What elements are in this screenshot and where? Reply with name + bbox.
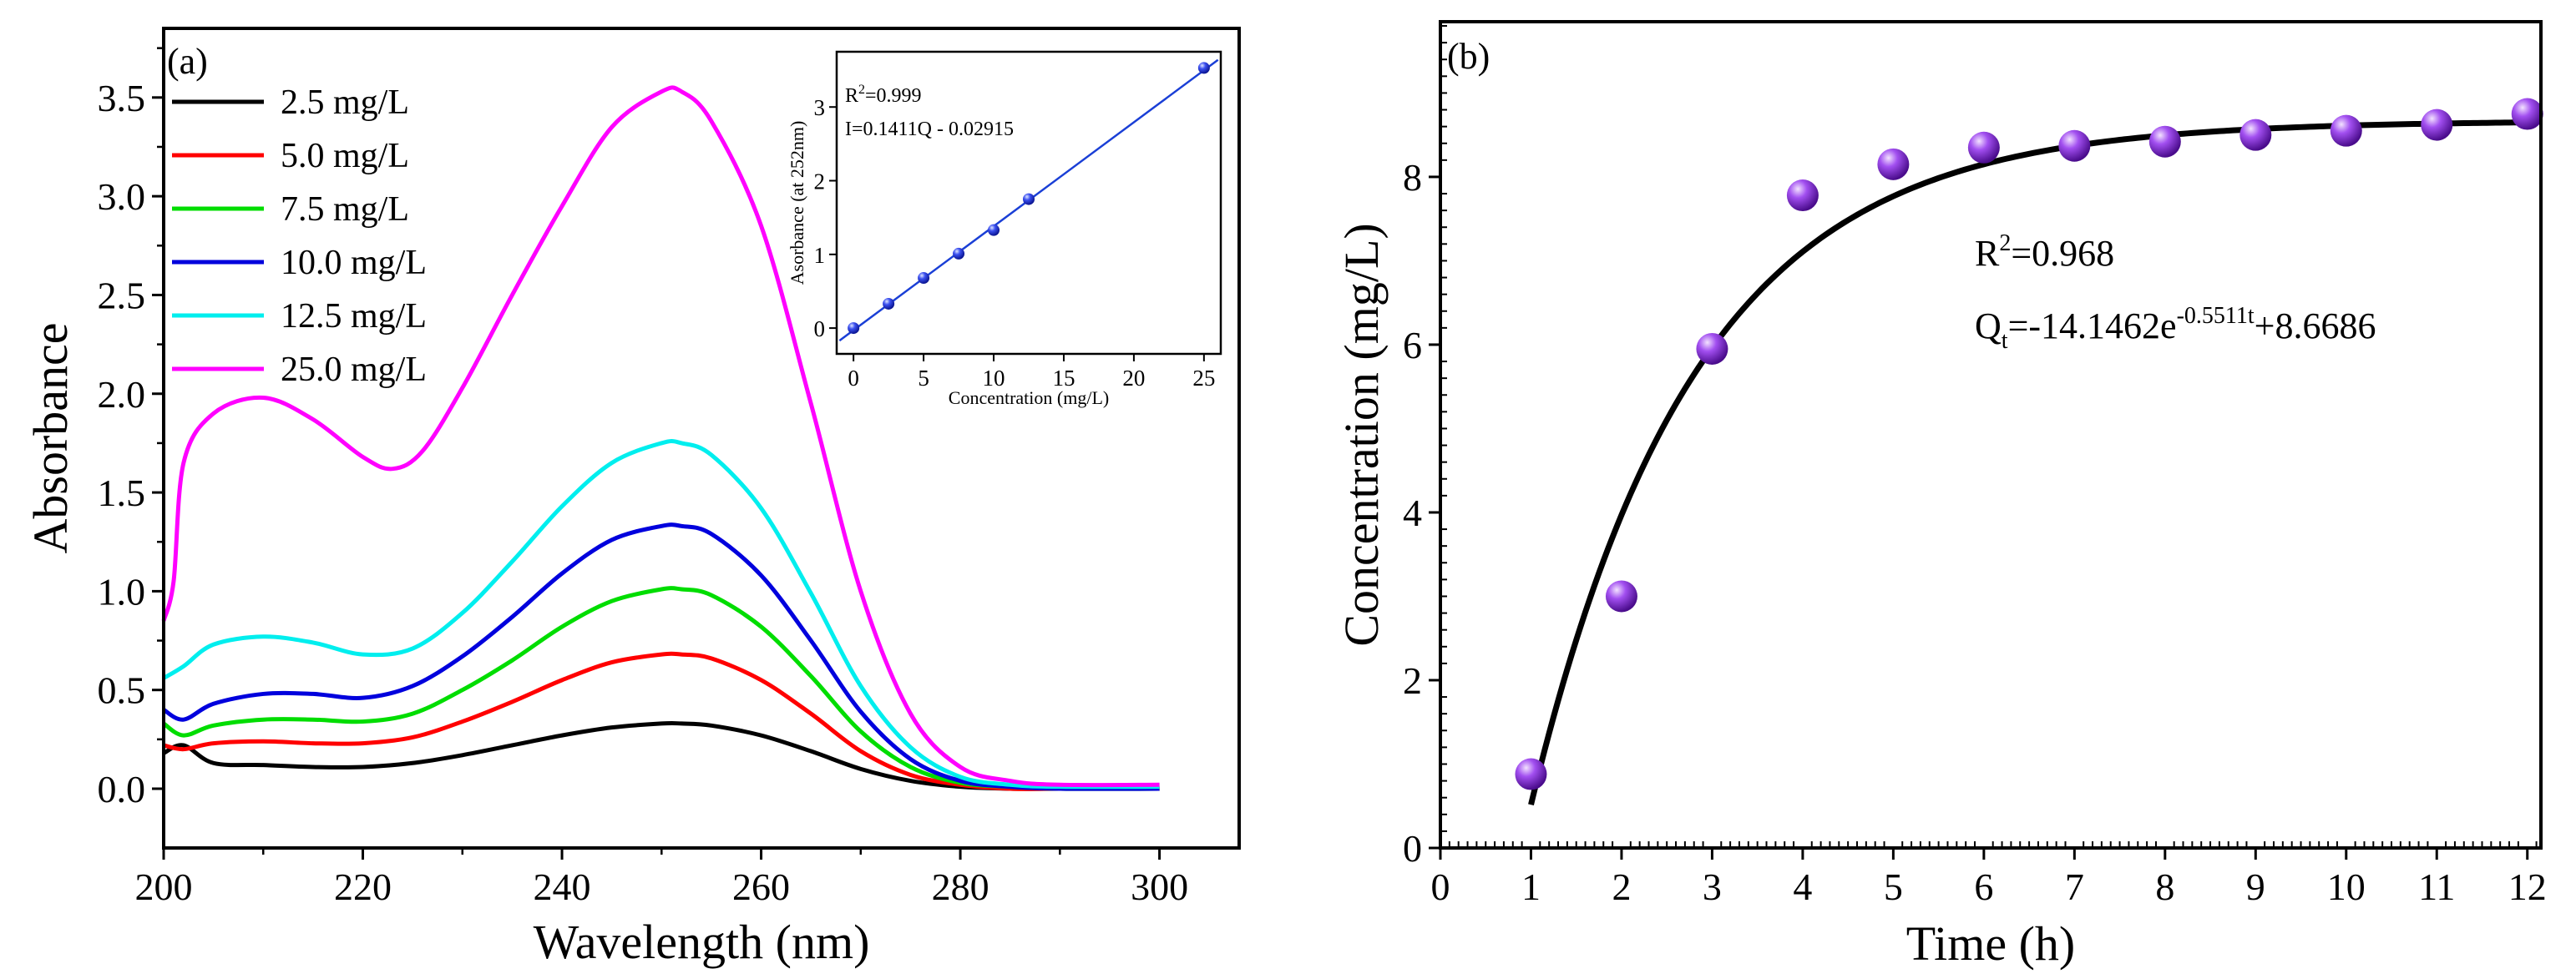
inset-r-squared: R2=0.999 (845, 83, 922, 107)
panel-a-x-tick-label: 220 (334, 865, 392, 908)
panel-b-x-tick-label: 10 (2327, 865, 2366, 908)
panel-b-y-tick-label: 4 (1403, 492, 1422, 534)
panel-a-x-axis-title: Wavelength (nm) (534, 915, 870, 969)
panel-b-x-tick-label: 1 (1521, 865, 1541, 908)
panel-a-y-axis-title: Absorbance (23, 322, 78, 553)
legend-label: 10.0 mg/L (281, 244, 427, 282)
inset-x-tick-label: 25 (1192, 366, 1215, 391)
panel-a-x-tick-label: 280 (932, 865, 989, 908)
panel-b-y-tick-label: 0 (1403, 827, 1422, 870)
series-line-5.0-mgL (163, 651, 1160, 791)
panel-b-data-point (2058, 129, 2091, 162)
inset-points (848, 62, 1210, 335)
panel-a-plot-frame (162, 27, 1241, 850)
inset-y-tick-label: 3 (814, 95, 826, 120)
inset-x-tick-label: 20 (1122, 366, 1145, 391)
panel-b-fit-curve (1528, 119, 2528, 805)
panel-a-y-tick-label: 3.0 (98, 175, 146, 218)
inset-x-axis-title: Concentration (mg/L) (949, 387, 1109, 408)
panel-b-data-point (1786, 179, 1819, 212)
panel-a-inset-calibration: 0 5 10 15 20 25 0 1 2 3 R2=0.999 I=0.1411Q - 0.02… (787, 50, 1222, 408)
panel-b-y-tick-label: 8 (1403, 156, 1422, 199)
inset-data-point (848, 322, 860, 335)
panel-a-x-tick-label: 240 (534, 865, 591, 908)
inset-y-tick-label: 2 (814, 169, 826, 194)
inset-x-tick-label: 5 (918, 366, 929, 391)
inset-data-point (1197, 62, 1210, 74)
panel-b-label: (b) (1447, 36, 1490, 77)
panel-a-x-tick-label: 200 (135, 865, 193, 908)
legend-label: 25.0 mg/L (281, 351, 427, 389)
panel-b-data-point (1515, 758, 1547, 790)
inset-y-axis-title: Asorbance (at 252nm) (787, 121, 807, 285)
panel-b-y-axis-title: Concentration (mg/L) (1334, 223, 1389, 646)
panel-b-x-tick-label: 7 (2065, 865, 2084, 908)
panel-b-x-tick-label: 4 (1793, 865, 1812, 908)
inset-data-point (883, 297, 895, 310)
series-line-10.0-mgL (162, 522, 1160, 791)
series-line-2.5-mgL (162, 720, 1160, 791)
inset-y-tick-label: 0 (814, 316, 826, 341)
legend-label: 2.5 mg/L (281, 83, 409, 122)
legend-label: 5.0 mg/L (281, 137, 409, 175)
panel-a-y-tick-label: 2.0 (98, 373, 146, 416)
panel-b-plot-frame (1439, 20, 2543, 850)
panel-b-x-tick-label: 8 (2155, 865, 2174, 908)
panel-a-legend: 2.5 mg/L 5.0 mg/L 7.5 mg/L 10.0 mg/L 12.5 mg… (172, 83, 427, 389)
inset-data-point (918, 272, 930, 285)
panel-b-x-axis-title: Time (h) (1906, 916, 2076, 971)
panel-b-data-point (2239, 119, 2272, 151)
inset-x-tick-label: 0 (848, 366, 859, 391)
inset-x-tick-label: 10 (983, 366, 1005, 391)
panel-b-x-tick-label: 2 (1612, 865, 1631, 908)
panel-a-series-lines (161, 85, 1160, 791)
series-line-25.0-mgL (161, 85, 1160, 788)
panel-b-r-squared: R2=0.968 (1975, 230, 2114, 274)
panel-b-y-tick-label: 6 (1403, 324, 1422, 366)
panel-b-data-point (2511, 98, 2543, 130)
legend-label: 12.5 mg/L (281, 297, 427, 336)
panel-a-x-tick-label: 260 (732, 865, 790, 908)
panel-b-x-tick-label: 11 (2418, 865, 2455, 908)
panel-a-absorbance-spectra: 200 220 240 260 280 3000.00.51.01.52.02.53.03… (23, 27, 1241, 969)
panel-b-data-point (2148, 125, 2181, 158)
panel-b-x-tick-label: 3 (1703, 865, 1722, 908)
legend-label: 7.5 mg/L (281, 190, 409, 229)
panel-a-ticks: 200 220 240 260 280 3000.00.51.01.52.02.53.03… (98, 47, 1188, 908)
panel-b-data-point (1877, 148, 1910, 180)
panel-a-y-tick-label: 1.0 (98, 570, 146, 613)
inset-data-point (953, 247, 965, 260)
panel-a-y-tick-label: 0.0 (98, 768, 146, 810)
panel-a-y-tick-label: 1.5 (98, 472, 146, 514)
panel-b-x-tick-label: 5 (1884, 865, 1903, 908)
inset-data-point (1023, 193, 1035, 205)
series-line-12.5-mgL (162, 439, 1160, 790)
panel-b-data-point (1967, 131, 2000, 164)
panel-b-y-tick-label: 2 (1403, 659, 1422, 702)
panel-a-x-tick-label: 300 (1131, 865, 1188, 908)
panel-b-x-tick-label: 12 (2508, 865, 2547, 908)
panel-b-data-point (1605, 580, 1637, 613)
panel-b-x-tick-label: 9 (2246, 865, 2265, 908)
panel-a-y-tick-label: 0.5 (98, 669, 146, 712)
panel-b-data-point (2330, 114, 2362, 147)
panel-a-y-tick-label: 2.5 (98, 274, 146, 316)
series-line-7.5-mgL (162, 586, 1160, 791)
inset-equation: I=0.1411Q - 0.02915 (845, 119, 1014, 140)
panel-b-x-tick-label: 0 (1431, 865, 1450, 908)
inset-data-point (988, 224, 1000, 236)
inset-y-tick-label: 1 (814, 243, 826, 268)
panel-b-data-point (2421, 108, 2453, 141)
inset-x-tick-label: 15 (1052, 366, 1075, 391)
panel-b-x-tick-label: 6 (1974, 865, 1993, 908)
inset-ticks: 0 5 10 15 20 25 0 1 2 3 (814, 95, 1216, 391)
panel-b-equation: Qt=-14.1462e-0.5511t+8.6686 (1975, 303, 2376, 354)
panel-b-points (1515, 98, 2543, 790)
panel-a-y-tick-label: 3.5 (98, 77, 146, 119)
panel-a-label: (a) (167, 41, 208, 82)
panel-b-data-point (1696, 332, 1728, 365)
